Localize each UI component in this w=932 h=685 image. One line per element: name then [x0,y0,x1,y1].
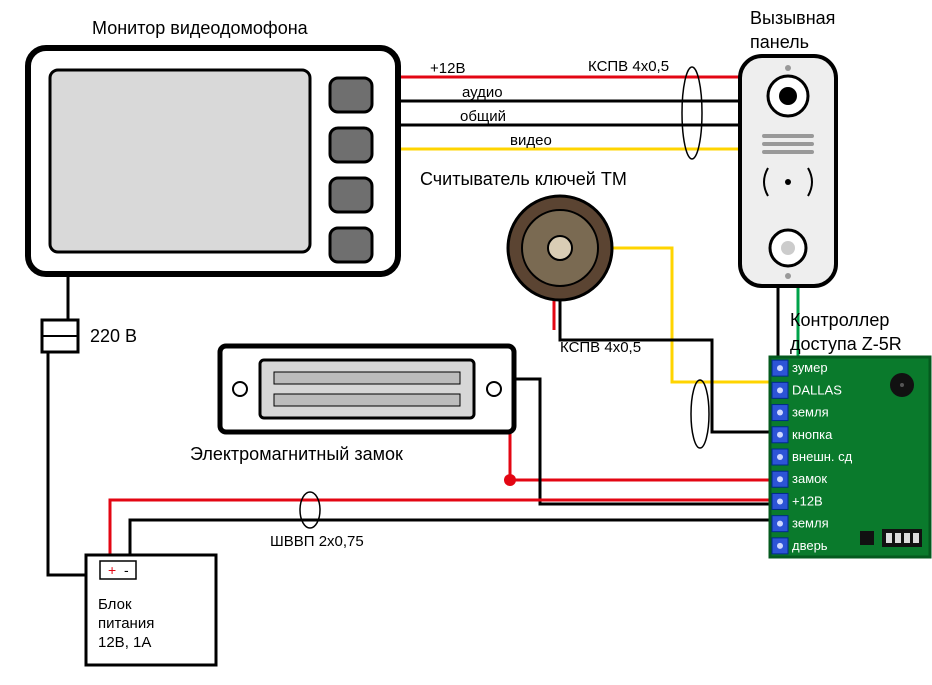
svg-text:видео: видео [510,132,552,149]
terminal-label: кнопка [792,427,833,442]
controller: зумер DALLAS земля кнопка внешн. сд замок +12В… [770,357,930,557]
speaker-icon [762,134,814,138]
wire-lock-12v [510,399,770,480]
svg-text:доступа Z-5R: доступа Z-5R [790,334,902,354]
terminal-label: дверь [792,538,828,553]
monitor-button[interactable] [330,78,372,112]
speaker-icon [762,142,814,146]
svg-text:аудио: аудио [462,84,503,101]
svg-text:общий: общий [460,108,506,125]
key-reader [508,196,612,300]
cable-bundle-3 [300,492,320,528]
svg-text:КСПВ 4x0,5: КСПВ 4x0,5 [560,339,641,356]
svg-text:220 В: 220 В [90,326,137,346]
wire-lock-gnd [514,379,770,504]
monitor-button[interactable] [330,228,372,262]
svg-text:+12В: +12В [430,60,465,77]
svg-text:КСПВ 4x0,5: КСПВ 4x0,5 [588,58,669,75]
monitor [28,48,398,274]
monitor-button[interactable] [330,178,372,212]
svg-text:Контроллер: Контроллер [790,310,889,330]
terminal-label: земля [792,516,829,531]
wire-psu-gnd [130,520,770,555]
svg-text:Блок: Блок [98,596,132,613]
wire-psu-12v [110,500,770,555]
terminal-label: зумер [792,360,828,375]
cable-bundle-2 [691,380,709,448]
jumper-icon[interactable] [860,531,874,545]
terminal-label: внешн. сд [792,449,853,464]
touch-contact-icon[interactable] [548,236,572,260]
terminal-label: +12В [792,493,823,508]
svg-text:-: - [124,562,129,578]
monitor-screen [50,70,310,252]
svg-text:Монитор видеодомофона: Монитор видеодомофона [92,18,309,38]
svg-text:панель: панель [750,32,809,52]
svg-text:+: + [108,562,116,578]
svg-text:Вызывная: Вызывная [750,8,835,28]
svg-text:Считыватель ключей ТМ: Считыватель ключей ТМ [420,169,627,189]
terminal-label: замок [792,471,827,486]
call-panel [740,56,836,286]
rfid-icon [785,179,791,185]
svg-text:ШВВП 2x0,75: ШВВП 2x0,75 [270,533,364,550]
wire-reader-gnd [560,298,770,432]
terminal-label: DALLAS [792,382,842,397]
terminal-label: земля [792,405,829,420]
svg-text:питания: питания [98,615,154,632]
monitor-button[interactable] [330,128,372,162]
mains [42,320,78,352]
svg-text:Электромагнитный замок: Электромагнитный замок [190,444,403,464]
wire-psu-mains [48,352,86,575]
cable-bundle-1 [682,67,702,159]
svg-text:12В, 1А: 12В, 1А [98,634,151,651]
em-lock [220,346,514,432]
speaker-icon [762,150,814,154]
